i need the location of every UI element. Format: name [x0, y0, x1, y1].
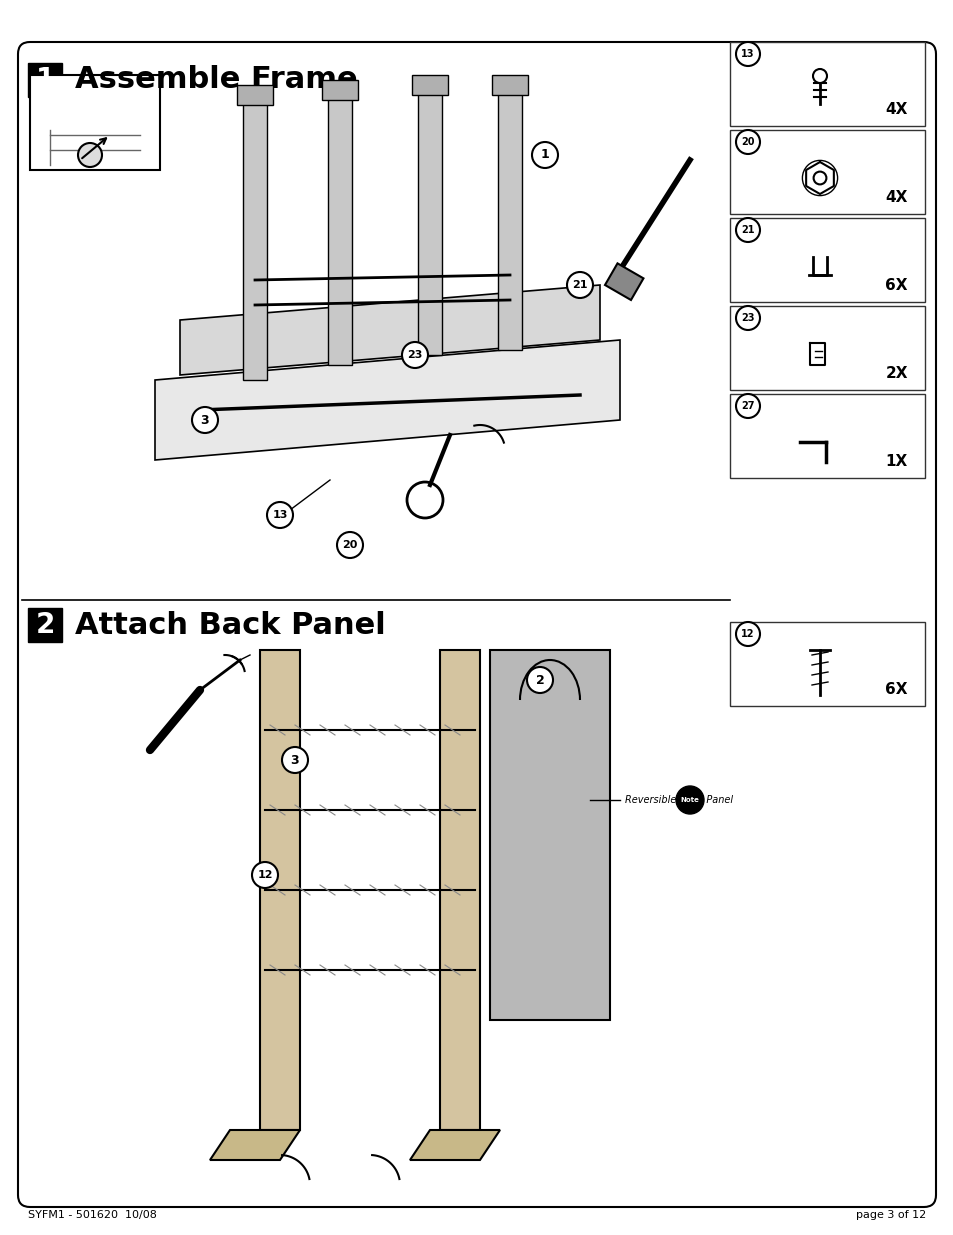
- Bar: [490, 650, 609, 1020]
- Text: 6X: 6X: [884, 683, 907, 698]
- Bar: [729, 394, 924, 478]
- Circle shape: [192, 408, 218, 433]
- Bar: [412, 75, 448, 95]
- Polygon shape: [210, 1130, 299, 1160]
- Text: 2X: 2X: [884, 367, 907, 382]
- Text: 23: 23: [740, 312, 754, 324]
- Bar: [439, 650, 479, 1130]
- Bar: [322, 80, 357, 100]
- Text: Attach Back Panel: Attach Back Panel: [75, 610, 385, 640]
- Text: 1: 1: [35, 65, 54, 94]
- Circle shape: [252, 862, 277, 888]
- Bar: [30, 75, 160, 170]
- Text: 20: 20: [740, 137, 754, 147]
- Circle shape: [526, 667, 553, 693]
- Circle shape: [401, 342, 428, 368]
- Bar: [729, 622, 924, 706]
- Text: 23: 23: [407, 350, 422, 359]
- Text: 1X: 1X: [884, 454, 907, 469]
- Text: 12: 12: [257, 869, 273, 881]
- Polygon shape: [154, 340, 619, 459]
- Text: 20: 20: [342, 540, 357, 550]
- Bar: [28, 63, 62, 98]
- Circle shape: [735, 622, 760, 646]
- Text: 21: 21: [740, 225, 754, 235]
- Bar: [729, 306, 924, 390]
- Circle shape: [735, 219, 760, 242]
- Text: 3: 3: [291, 753, 299, 767]
- Circle shape: [813, 172, 825, 184]
- Bar: [729, 219, 924, 303]
- Text: 1: 1: [540, 148, 549, 162]
- Polygon shape: [180, 285, 599, 375]
- Text: 13: 13: [272, 510, 288, 520]
- Bar: [492, 75, 527, 95]
- Text: 2: 2: [35, 611, 54, 638]
- Polygon shape: [410, 1130, 499, 1160]
- Circle shape: [336, 532, 363, 558]
- Circle shape: [735, 306, 760, 330]
- Bar: [729, 42, 924, 126]
- Circle shape: [676, 785, 703, 814]
- Text: 4X: 4X: [884, 103, 907, 117]
- Text: 12: 12: [740, 629, 754, 638]
- Bar: [417, 80, 441, 354]
- Text: Assemble Frame: Assemble Frame: [75, 65, 357, 95]
- Circle shape: [735, 394, 760, 417]
- Circle shape: [735, 130, 760, 154]
- Circle shape: [566, 272, 593, 298]
- Text: 13: 13: [740, 49, 754, 59]
- Bar: [729, 130, 924, 214]
- Text: 2: 2: [535, 673, 544, 687]
- Bar: [497, 80, 521, 350]
- Circle shape: [532, 142, 558, 168]
- Text: 3: 3: [200, 414, 209, 426]
- Bar: [243, 90, 267, 380]
- Text: page 3 of 12: page 3 of 12: [855, 1210, 925, 1220]
- Text: SYFM1 - 501620  10/08: SYFM1 - 501620 10/08: [28, 1210, 156, 1220]
- Bar: [236, 85, 273, 105]
- Bar: [260, 650, 299, 1130]
- Circle shape: [282, 747, 308, 773]
- Bar: [28, 608, 62, 642]
- Text: Reversible Back Panel: Reversible Back Panel: [624, 795, 732, 805]
- Bar: [604, 263, 643, 300]
- Circle shape: [267, 501, 293, 529]
- Text: 21: 21: [572, 280, 587, 290]
- Circle shape: [735, 42, 760, 65]
- Text: 4X: 4X: [884, 190, 907, 205]
- Bar: [328, 85, 352, 366]
- FancyBboxPatch shape: [18, 42, 935, 1207]
- Text: Note: Note: [679, 797, 699, 803]
- Text: 6X: 6X: [884, 279, 907, 294]
- Circle shape: [78, 143, 102, 167]
- Text: 27: 27: [740, 401, 754, 411]
- Circle shape: [812, 69, 826, 83]
